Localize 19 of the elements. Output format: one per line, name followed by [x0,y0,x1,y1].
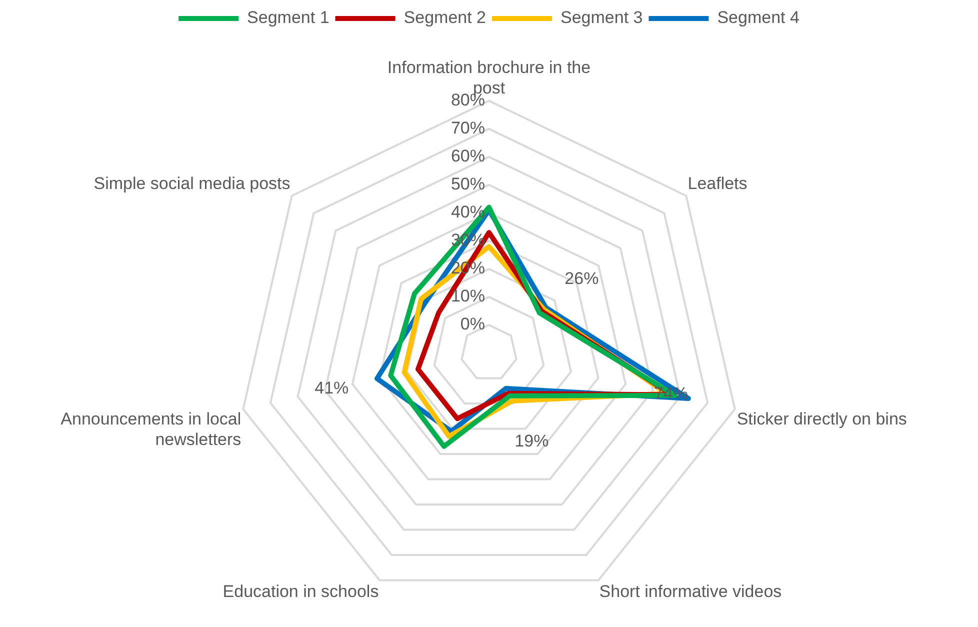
spoke-label: Sticker directly on bins [736,409,907,428]
y-tick-label: 60% [450,146,485,166]
legend-label: Segment 4 [717,8,800,28]
spoke-label: Leaflets [688,174,748,193]
spoke-label: Short informative videos [599,582,782,601]
spoke-label: Education in schools [222,582,379,601]
y-tick-label: 50% [450,174,485,194]
y-tick-label: 0% [460,314,485,334]
legend-label: Segment 1 [247,8,330,28]
text: 26% [564,268,599,288]
text: 74% [654,384,688,404]
spoke-label: Simple social media posts [94,174,290,193]
text: 19% [514,431,549,450]
legend-label: Segment 3 [560,8,643,28]
text: 41% [314,378,349,398]
legend-label: Segment 2 [404,8,486,28]
spoke-label: Announcements in local newsletters [60,409,242,449]
y-tick-label: 10% [450,286,485,306]
y-tick-label: 70% [450,118,485,138]
